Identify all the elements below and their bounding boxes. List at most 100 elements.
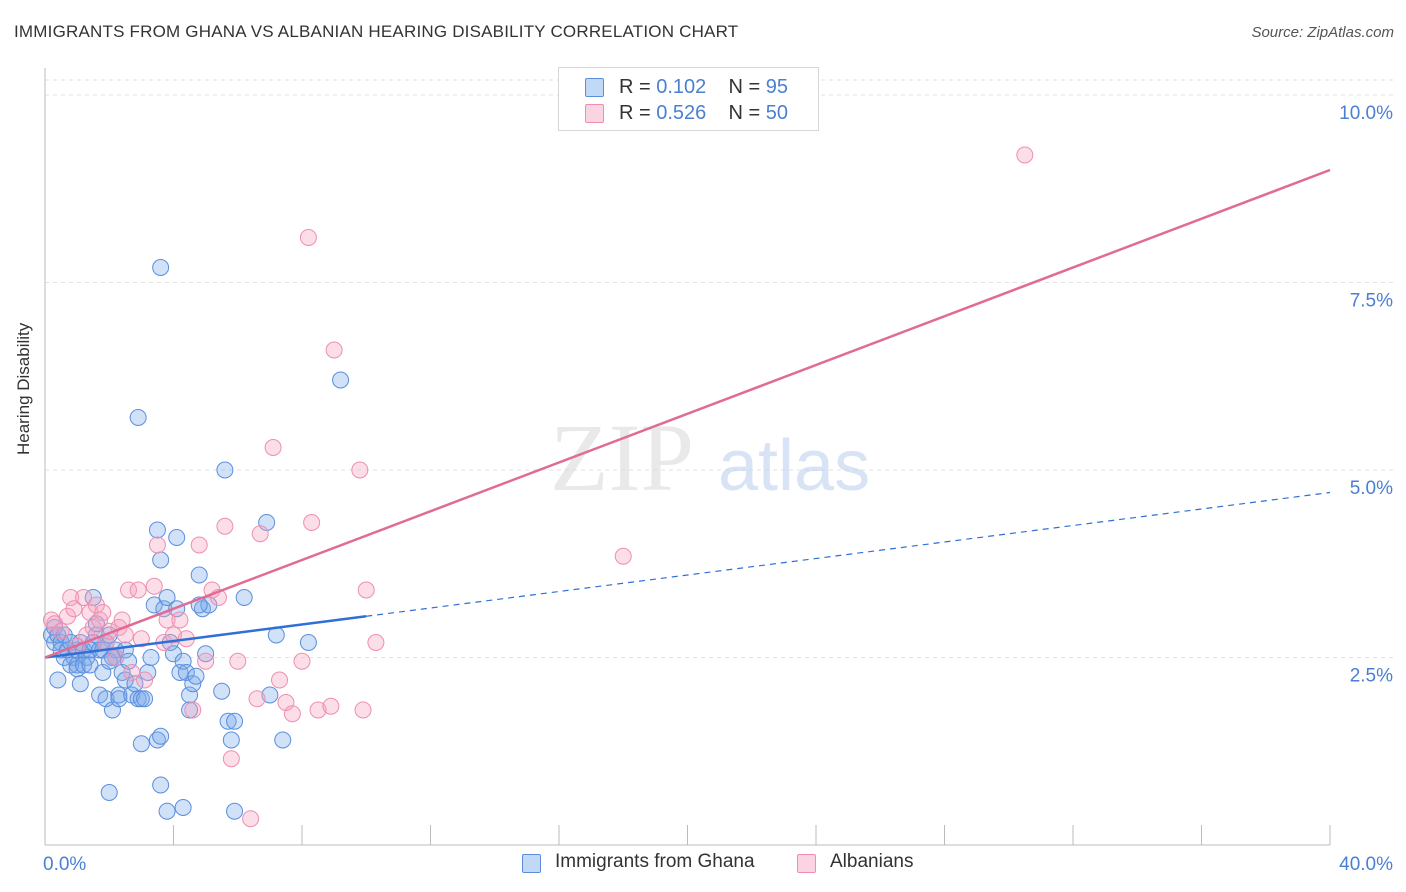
data-point-albanian <box>62 589 80 606</box>
data-point-albanian <box>322 697 340 715</box>
data-point-ghana <box>81 656 99 674</box>
legend-r-value: 0.526 <box>656 102 707 124</box>
bottom-legend-swatch-ghana <box>522 854 541 873</box>
data-point-albanian <box>132 630 150 648</box>
data-point-ghana <box>100 784 118 801</box>
data-point-ghana <box>274 731 292 749</box>
bottom-legend-swatch-albanian <box>797 854 816 873</box>
data-point-albanian <box>309 701 327 719</box>
data-point-ghana <box>261 686 279 704</box>
data-point-ghana <box>49 671 67 689</box>
data-point-albanian <box>614 547 632 565</box>
x-tick-label: 0.0% <box>43 854 86 875</box>
data-point-ghana <box>226 712 244 730</box>
watermark: ZIP atlas <box>550 404 870 511</box>
bottom-legend-label-albanian: Albanians <box>830 851 914 872</box>
y-tick-label: 5.0% <box>1350 478 1393 499</box>
data-point-albanian <box>94 604 112 621</box>
data-point-ghana <box>110 690 128 708</box>
data-point-albanian <box>148 536 166 554</box>
data-point-ghana <box>136 690 154 708</box>
legend-r-label: R = <box>619 76 657 98</box>
data-point-albanian <box>354 701 372 719</box>
y-tick-label: 2.5% <box>1350 666 1393 687</box>
data-point-albanian <box>299 229 317 246</box>
axes <box>44 68 1331 846</box>
legend-r-value: 0.102 <box>656 76 707 98</box>
data-point-albanian <box>367 634 385 651</box>
data-point-albanian <box>184 701 202 719</box>
data-point-albanian <box>107 649 125 666</box>
data-point-albanian <box>65 600 83 618</box>
data-point-ghana <box>145 596 163 614</box>
data-point-ghana <box>226 802 244 820</box>
chart-source: Source: ZipAtlas.com <box>1251 24 1394 41</box>
trend-lines <box>44 168 1331 659</box>
data-point-ghana <box>152 776 170 794</box>
data-point-albanian <box>283 705 301 723</box>
data-point-ghana <box>158 802 176 820</box>
data-point-ghana <box>213 682 231 700</box>
data-point-ghana <box>152 259 170 276</box>
data-point-ghana <box>152 551 170 569</box>
data-point-albanian <box>123 664 141 681</box>
data-point-ghana <box>158 589 176 606</box>
data-point-albanian <box>251 525 269 543</box>
bottom-legend-label-ghana: Immigrants from Ghana <box>555 851 755 872</box>
data-point-albanian <box>357 581 375 599</box>
data-point-albanian <box>229 652 247 670</box>
data-point-ghana <box>332 371 350 389</box>
data-point-albanian <box>136 671 154 689</box>
tick-labels: 2.5% 5.0% 7.5% 10.0% 0.0% 40.0% <box>43 103 1393 875</box>
legend: R = 0.102 N = 95 R = 0.526 N = 50 <box>558 67 819 131</box>
x-tick-label: 40.0% <box>1339 854 1393 875</box>
watermark-atlas: atlas <box>718 426 870 506</box>
data-point-ghana <box>152 727 170 745</box>
data-point-ghana <box>129 409 147 426</box>
data-point-albanian <box>197 652 215 670</box>
data-point-albanian <box>120 581 138 599</box>
chart-title: IMMIGRANTS FROM GHANA VS ALBANIAN HEARIN… <box>14 22 739 41</box>
data-point-ghana <box>110 686 128 704</box>
data-point-ghana <box>71 675 89 693</box>
data-point-albanian <box>75 589 93 606</box>
data-point-albanian <box>242 810 260 828</box>
y-axis-label: Hearing Disability <box>14 322 33 455</box>
legend-n-label: N = <box>728 76 766 98</box>
data-point-ghana <box>142 649 160 666</box>
legend-swatch-ghana <box>585 78 604 97</box>
data-point-ghana <box>235 589 253 606</box>
data-point-albanian <box>222 750 240 768</box>
data-point-ghana <box>187 667 205 685</box>
data-point-albanian <box>190 536 208 554</box>
series-albanian-points <box>42 146 1034 828</box>
legend-r-label: R = <box>619 102 657 124</box>
legend-n-value: 95 <box>765 76 789 98</box>
data-point-albanian <box>129 581 147 599</box>
legend-swatch-albanian <box>585 104 604 123</box>
data-point-albanian <box>293 652 311 670</box>
data-point-albanian <box>303 514 321 531</box>
trend-line-ghana-extension <box>366 491 1331 617</box>
data-point-ghana <box>219 712 237 730</box>
legend-n-value: 50 <box>765 102 789 124</box>
data-point-albanian <box>52 622 70 640</box>
series-ghana-points <box>42 259 350 820</box>
data-point-ghana <box>190 566 208 584</box>
data-point-albanian <box>145 577 163 595</box>
data-point-ghana <box>174 652 192 670</box>
data-point-ghana <box>299 634 317 651</box>
data-point-ghana <box>120 652 138 670</box>
y-tick-label: 10.0% <box>1339 103 1393 124</box>
legend-n-label: N = <box>728 102 766 124</box>
trend-line-ghana <box>44 615 367 659</box>
data-point-albanian <box>271 671 289 689</box>
data-point-albanian <box>325 341 343 359</box>
trend-line-albanian <box>44 168 1331 659</box>
data-point-ghana <box>148 521 166 539</box>
data-point-ghana <box>75 656 93 674</box>
data-point-albanian <box>216 517 234 535</box>
data-point-albanian <box>165 626 182 644</box>
data-point-ghana <box>216 461 234 479</box>
